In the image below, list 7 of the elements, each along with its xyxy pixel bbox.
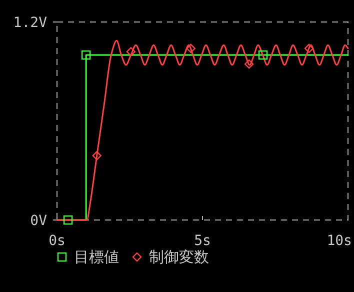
- x-tick-label: 0s: [48, 233, 66, 249]
- x-tick-label: 5s: [194, 233, 211, 249]
- legend-label: 目標値: [74, 248, 119, 266]
- x-tick-label: 10s: [326, 233, 352, 249]
- legend-label: 制御変数: [149, 248, 209, 266]
- y-tick-label: 1.2V: [13, 15, 48, 31]
- y-tick-label: 0V: [30, 213, 48, 229]
